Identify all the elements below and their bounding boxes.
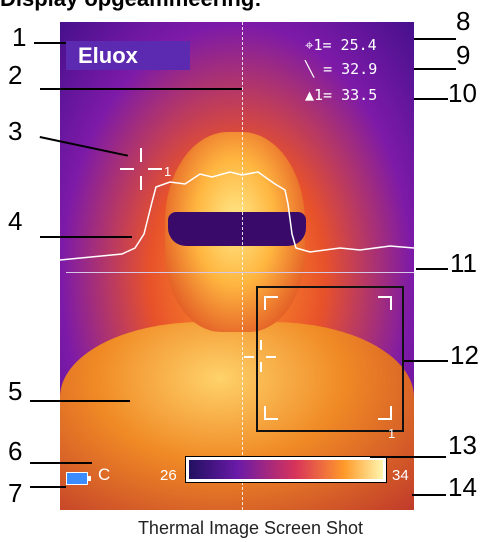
callout-12-line	[404, 360, 448, 362]
callout-13-line	[370, 456, 446, 458]
scale-max: 34	[392, 467, 409, 484]
callout-2: 2	[8, 60, 23, 90]
callout-4-line	[40, 236, 132, 238]
scale-min: 26	[160, 467, 177, 484]
callout-7: 7	[8, 478, 23, 508]
callout-13: 13	[448, 430, 477, 460]
triangle-icon: ▲	[305, 86, 315, 104]
callout-8-line	[414, 38, 456, 40]
callout-9-line	[414, 68, 456, 70]
unit-label: C	[98, 465, 111, 484]
callout-7-line	[30, 486, 66, 488]
callout-8: 8	[456, 6, 471, 36]
figure-caption: Thermal Image Screen Shot	[137, 518, 364, 538]
callout-9: 9	[456, 40, 471, 70]
horizontal-measure-line[interactable]	[66, 272, 414, 273]
spot-marker-label: 1	[164, 164, 172, 179]
vertical-measure-line[interactable]	[242, 22, 243, 510]
roi-crosshair	[244, 340, 278, 374]
callout-10-line	[414, 98, 448, 100]
callout-5: 5	[8, 376, 23, 406]
line-readout-value: 32.9	[341, 60, 378, 78]
roi-box[interactable]	[264, 296, 392, 420]
callout-4: 4	[8, 206, 23, 236]
line-readout-label: =	[323, 60, 333, 78]
color-scale	[185, 456, 387, 483]
callout-14-line	[412, 494, 446, 496]
callout-10: 10	[448, 78, 477, 108]
callout-12: 12	[450, 340, 479, 370]
spot-readout-label: 1=	[313, 36, 332, 54]
callout-11: 11	[450, 248, 477, 278]
sunglasses-region	[168, 212, 306, 246]
line-readout: ╲ = 32.9	[305, 60, 377, 78]
callout-11-line	[416, 268, 448, 270]
callout-1: 1	[12, 22, 27, 52]
max-readout-value: 33.5	[341, 86, 378, 104]
page-header: Display opgeammeering:	[0, 0, 501, 12]
color-scale-gradient	[189, 460, 383, 479]
max-readout-label: 1=	[314, 86, 333, 104]
spot-crosshair[interactable]	[120, 148, 164, 192]
line-icon: ╲	[305, 60, 315, 78]
spot-readout-value: 25.4	[340, 36, 377, 54]
max-readout: ▲1= 33.5	[305, 86, 377, 104]
roi-callout-frame	[256, 286, 404, 432]
callout-6-line	[30, 462, 92, 464]
callout-3: 3	[8, 116, 23, 146]
battery-icon	[66, 472, 91, 485]
callout-5-line	[30, 400, 130, 402]
spot-readout: ⌖1= 25.4	[305, 36, 377, 54]
roi-marker-label: 1	[388, 426, 396, 441]
callout-1-line	[34, 42, 66, 44]
brand-logo: Eluox	[66, 41, 190, 70]
callout-6: 6	[8, 436, 23, 466]
crosshair-icon: ⌖	[305, 36, 314, 54]
callout-2-line	[40, 88, 242, 90]
callout-14: 14	[448, 472, 477, 502]
